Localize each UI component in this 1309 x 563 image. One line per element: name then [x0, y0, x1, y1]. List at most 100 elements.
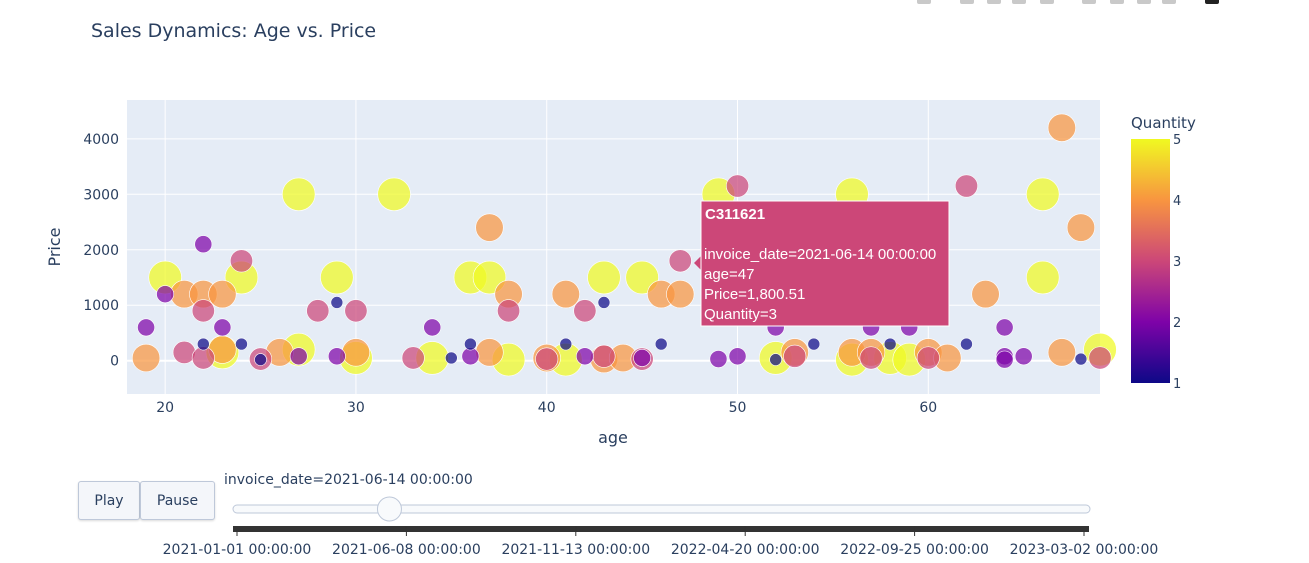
y-tick-label: 1000 [83, 298, 119, 314]
data-point[interactable] [954, 174, 978, 198]
data-point[interactable] [320, 260, 354, 295]
data-point[interactable] [1074, 352, 1088, 366]
data-point[interactable] [475, 213, 504, 242]
x-tick-label: 60 [919, 400, 937, 416]
data-point[interactable] [726, 174, 750, 198]
slider-tick-label: 2022-09-25 00:00:00 [840, 542, 989, 558]
data-point[interactable] [592, 344, 616, 368]
data-point[interactable] [769, 353, 782, 366]
data-point[interactable] [235, 337, 248, 351]
data-point[interactable] [728, 347, 747, 366]
camera-icon[interactable] [917, 0, 931, 4]
data-point[interactable] [254, 353, 267, 366]
colorbar-ticks: 1 2 3 4 5 [1173, 133, 1181, 392]
data-point[interactable] [859, 346, 883, 370]
colorbar-tick-label: 4 [1173, 194, 1181, 209]
data-point[interactable] [960, 337, 973, 351]
zoom-in-icon[interactable] [1082, 0, 1096, 4]
data-point[interactable] [229, 249, 253, 273]
data-point[interactable] [445, 351, 458, 365]
data-point[interactable] [1088, 346, 1112, 370]
data-point[interactable] [551, 280, 580, 309]
data-point[interactable] [282, 177, 316, 212]
data-point[interactable] [401, 346, 425, 370]
data-point[interactable] [633, 349, 652, 367]
data-point[interactable] [573, 299, 597, 323]
lasso-icon[interactable] [1040, 0, 1054, 4]
data-point[interactable] [464, 337, 477, 351]
data-point[interactable] [883, 337, 897, 351]
data-point[interactable] [783, 344, 807, 368]
zoom-icon[interactable] [960, 0, 974, 4]
data-point[interactable] [289, 347, 308, 366]
data-point[interactable] [971, 280, 1000, 309]
y-tick-label: 3000 [83, 187, 119, 203]
x-axis-ticks: 20 30 40 50 60 [156, 400, 937, 416]
data-point[interactable] [306, 299, 330, 323]
data-point[interactable] [535, 347, 559, 371]
data-point[interactable] [197, 337, 210, 351]
play-button[interactable]: Play [78, 481, 140, 520]
tooltip-line: Price=1,800.51 [704, 286, 805, 303]
plotly-logo-icon[interactable] [1205, 0, 1219, 4]
data-point[interactable] [423, 318, 442, 337]
pan-icon[interactable] [987, 0, 1001, 4]
data-point[interactable] [1066, 213, 1096, 242]
data-point[interactable] [194, 235, 213, 254]
zoom-out-icon[interactable] [1110, 0, 1124, 4]
slider-track[interactable] [232, 504, 1091, 514]
data-point[interactable] [475, 338, 504, 367]
data-point[interactable] [1026, 260, 1060, 295]
tooltip-line: age=47 [704, 266, 754, 283]
tooltip-line: invoice_date=2021-06-14 00:00:00 [704, 246, 936, 263]
data-point[interactable] [377, 177, 411, 212]
x-axis-title: age [598, 428, 628, 447]
hover-tooltip: C311621 invoice_date=2021-06-14 00:00:00… [694, 200, 950, 327]
x-tick-label: 40 [538, 400, 556, 416]
data-point[interactable] [995, 350, 1014, 369]
data-point[interactable] [597, 296, 611, 309]
y-axis-ticks: 0 1000 2000 3000 4000 [83, 132, 119, 370]
data-point[interactable] [497, 299, 521, 323]
data-point[interactable] [208, 280, 237, 309]
slider-tick-label: 2023-03-02 00:00:00 [1010, 542, 1159, 558]
colorbar-tick-label: 3 [1173, 255, 1181, 270]
data-point[interactable] [341, 338, 371, 367]
data-point[interactable] [1047, 338, 1076, 367]
data-point[interactable] [559, 337, 573, 351]
slider-tick-label: 2021-11-13 00:00:00 [501, 542, 650, 558]
data-point[interactable] [995, 318, 1014, 337]
data-point[interactable] [191, 299, 215, 323]
reset-axes-icon[interactable] [1162, 0, 1176, 4]
data-point[interactable] [1047, 113, 1076, 142]
y-tick-label: 0 [110, 354, 119, 370]
colorbar-tick-label: 1 [1173, 377, 1181, 392]
data-point[interactable] [137, 318, 155, 337]
pause-button[interactable]: Pause [140, 481, 215, 520]
data-point[interactable] [156, 285, 175, 304]
data-point[interactable] [668, 249, 692, 273]
data-point[interactable] [213, 318, 232, 337]
modebar-toolbar[interactable] [912, 0, 1232, 6]
data-point[interactable] [709, 350, 728, 368]
slider-handle[interactable] [376, 496, 402, 522]
colorbar-tick-label: 2 [1173, 316, 1181, 331]
data-point[interactable] [1026, 177, 1060, 212]
data-point[interactable] [807, 337, 821, 351]
data-point[interactable] [654, 337, 668, 351]
data-point[interactable] [575, 347, 594, 366]
data-point[interactable] [666, 280, 695, 309]
data-points[interactable] [131, 113, 1117, 377]
data-point[interactable] [916, 346, 940, 370]
box-select-icon[interactable] [1012, 0, 1026, 4]
data-point[interactable] [1014, 347, 1033, 366]
autoscale-icon[interactable] [1137, 0, 1151, 4]
data-point[interactable] [330, 296, 344, 309]
slider-tick-label: 2021-06-08 00:00:00 [332, 542, 481, 558]
data-point[interactable] [131, 343, 161, 373]
data-point[interactable] [344, 299, 368, 323]
data-point[interactable] [327, 347, 346, 366]
data-point[interactable] [587, 260, 621, 295]
x-tick-label: 30 [347, 400, 365, 416]
